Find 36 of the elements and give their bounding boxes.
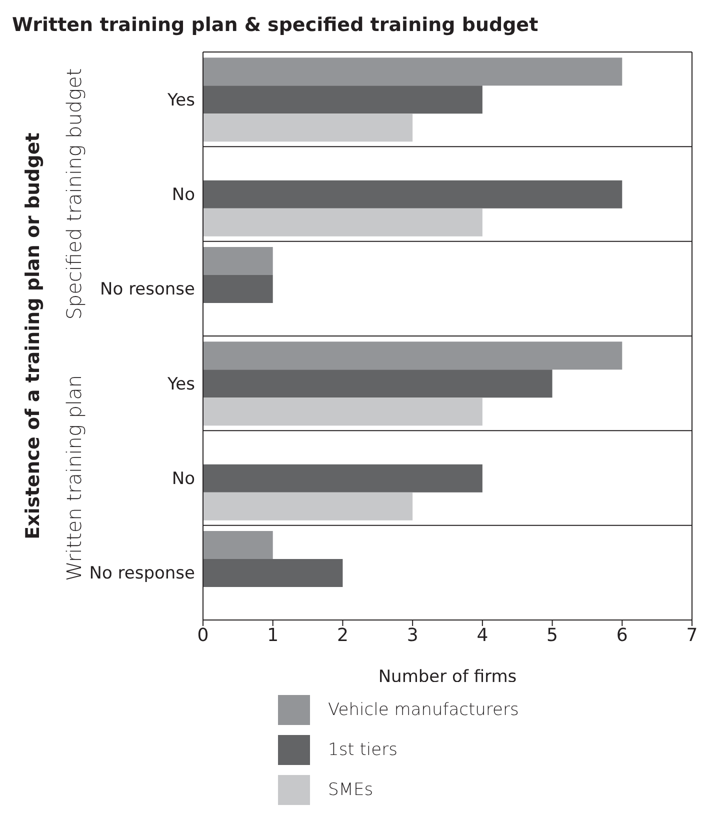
y-tick-label: No resonse [100,280,195,300]
text: Specified training budget [62,68,86,320]
y-axis-title: Existence of a training plan or budget [22,132,44,540]
bar [203,58,622,86]
bar [203,531,273,560]
x-axis-title: Number of firms [378,667,517,687]
x-tick-label: 3 [406,624,418,646]
y-tick-label: No response [89,564,195,584]
x-tick-label: 0 [197,624,209,646]
y-tick-label: No [172,469,195,490]
bar [203,180,622,208]
legend-label: 1st tiers [328,740,398,760]
x-tick-label: 5 [546,624,558,646]
legend-label: SMEs [328,780,374,800]
bar [203,247,273,276]
y-tick-label: Yes [166,90,196,110]
y-tick-label: No [172,185,195,206]
x-tick-label: 2 [336,624,348,646]
bar [203,208,482,236]
text: Written training plan [62,374,86,582]
bar [203,464,482,492]
bar [203,398,482,426]
y-tick-label: Yes [166,374,196,394]
bar [203,275,273,304]
x-tick-label: 4 [476,624,488,646]
legend-label: Vehicle manufacturers [328,700,519,720]
bar [203,86,482,114]
bar [203,559,343,588]
chart-title: Written training plan & specified training budget [12,14,540,36]
bar [203,370,552,398]
bar [203,492,413,520]
bar [203,114,413,142]
x-tick-label: 1 [267,624,279,646]
bar [203,342,622,370]
x-tick-label: 7 [686,624,698,646]
x-tick-label: 6 [616,624,628,646]
